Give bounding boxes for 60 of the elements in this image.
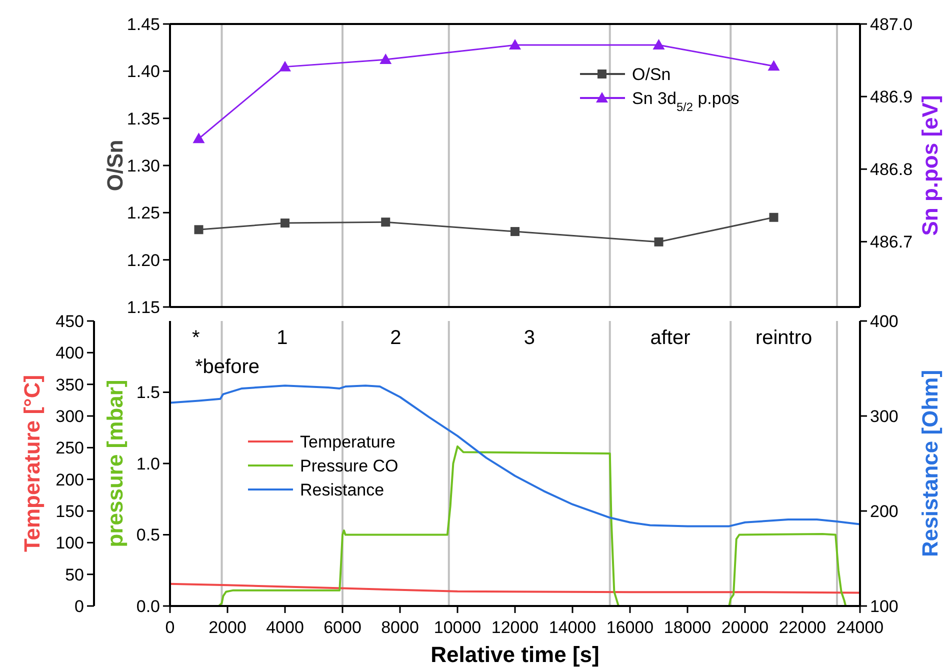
y2-axis-title: pressure [mbar]	[102, 380, 128, 548]
annotation: 2	[390, 327, 402, 349]
x-tick-label: 18000	[664, 618, 712, 637]
y2-tick-label: 486.9	[870, 88, 913, 107]
y-tick-label: 300	[56, 406, 84, 426]
y-tick-label: 50	[65, 565, 84, 584]
y3-tick-label: 100	[870, 596, 898, 616]
y2-tick-label: 486.7	[870, 232, 913, 252]
y-tick-label: 250	[56, 438, 84, 458]
y-tick-label: 350	[56, 375, 84, 394]
y3-tick-label: 400	[870, 312, 898, 331]
y-axis-title: O/Sn	[102, 140, 128, 192]
annotation: 3	[524, 327, 535, 349]
x-tick-label: 4000	[266, 618, 304, 637]
y2-tick-label: 487.0	[870, 14, 913, 34]
x-tick-label: 14000	[548, 618, 596, 637]
y-tick-label: 450	[56, 312, 84, 331]
y-tick-label: 1.20	[126, 250, 160, 270]
y2-tick-label: 0.0	[136, 596, 160, 616]
annotation: *before	[195, 356, 260, 378]
x-tick-label: 6000	[324, 618, 362, 637]
y-tick-label: 1.40	[126, 62, 160, 82]
y-tick-label: 1.45	[126, 14, 160, 34]
y3-tick-label: 200	[870, 502, 898, 521]
y2-tick-label: 0.5	[136, 526, 160, 545]
annotation: after	[650, 327, 691, 349]
y2-axis-title: Sn p.pos [eV]	[918, 95, 943, 236]
legend-label: O/Sn	[632, 64, 671, 84]
x-tick-label: 20000	[721, 618, 769, 637]
y-tick-label: 200	[56, 470, 84, 490]
y-tick-label: 1.25	[126, 204, 160, 223]
x-tick-label: 22000	[778, 618, 826, 637]
x-axis-title: Relative time [s]	[430, 642, 600, 667]
x-tick-label: 12000	[491, 618, 539, 637]
y3-axis-title: Resistance [Ohm]	[918, 370, 943, 558]
legend-label: Temperature	[300, 432, 396, 452]
legend-label: Sn 3d$_{5/2}$ p.pos	[632, 88, 740, 114]
annotation: reintro	[755, 327, 812, 349]
y-tick-label: 400	[56, 344, 84, 363]
y-tick-label: 100	[56, 534, 84, 553]
x-tick-label: 16000	[606, 618, 654, 637]
x-tick-label: 2000	[208, 618, 246, 637]
y-tick-label: 150	[56, 502, 84, 521]
x-tick-label: 8000	[381, 618, 419, 637]
y2-tick-label: 1.0	[136, 454, 160, 474]
y-axis-title: Temperature [°C]	[20, 374, 45, 552]
y3-tick-label: 300	[870, 406, 898, 426]
legend-label: Resistance	[300, 480, 384, 500]
y-tick-label: 1.35	[126, 109, 160, 128]
legend-label: Pressure CO	[300, 456, 398, 476]
y2-tick-label: 486.8	[870, 160, 913, 180]
annotation: 1	[276, 327, 288, 349]
annotation: *	[192, 327, 200, 349]
x-tick-label: 0	[165, 618, 175, 637]
x-tick-label: 24000	[836, 618, 884, 637]
y-tick-label: 1.15	[126, 298, 160, 317]
y-tick-label: 1.30	[126, 156, 160, 176]
x-tick-label: 10000	[434, 618, 482, 637]
y2-tick-label: 1.5	[136, 383, 160, 402]
y-tick-label: 0	[74, 596, 84, 616]
